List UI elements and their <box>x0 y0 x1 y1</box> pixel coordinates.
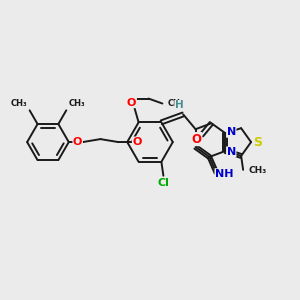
Text: S: S <box>254 136 262 148</box>
Text: H: H <box>175 100 184 110</box>
Text: CH₃: CH₃ <box>248 166 266 175</box>
Text: N: N <box>226 127 236 137</box>
Text: O: O <box>192 133 202 146</box>
Text: CH₃: CH₃ <box>68 99 85 108</box>
Text: O: O <box>132 137 142 147</box>
Text: Cl: Cl <box>158 178 169 188</box>
Text: CH₃: CH₃ <box>167 99 184 108</box>
Text: O: O <box>127 98 136 107</box>
Text: O: O <box>73 137 82 147</box>
Text: N: N <box>226 147 236 157</box>
Text: CH₃: CH₃ <box>11 99 28 108</box>
Text: NH: NH <box>215 169 234 179</box>
